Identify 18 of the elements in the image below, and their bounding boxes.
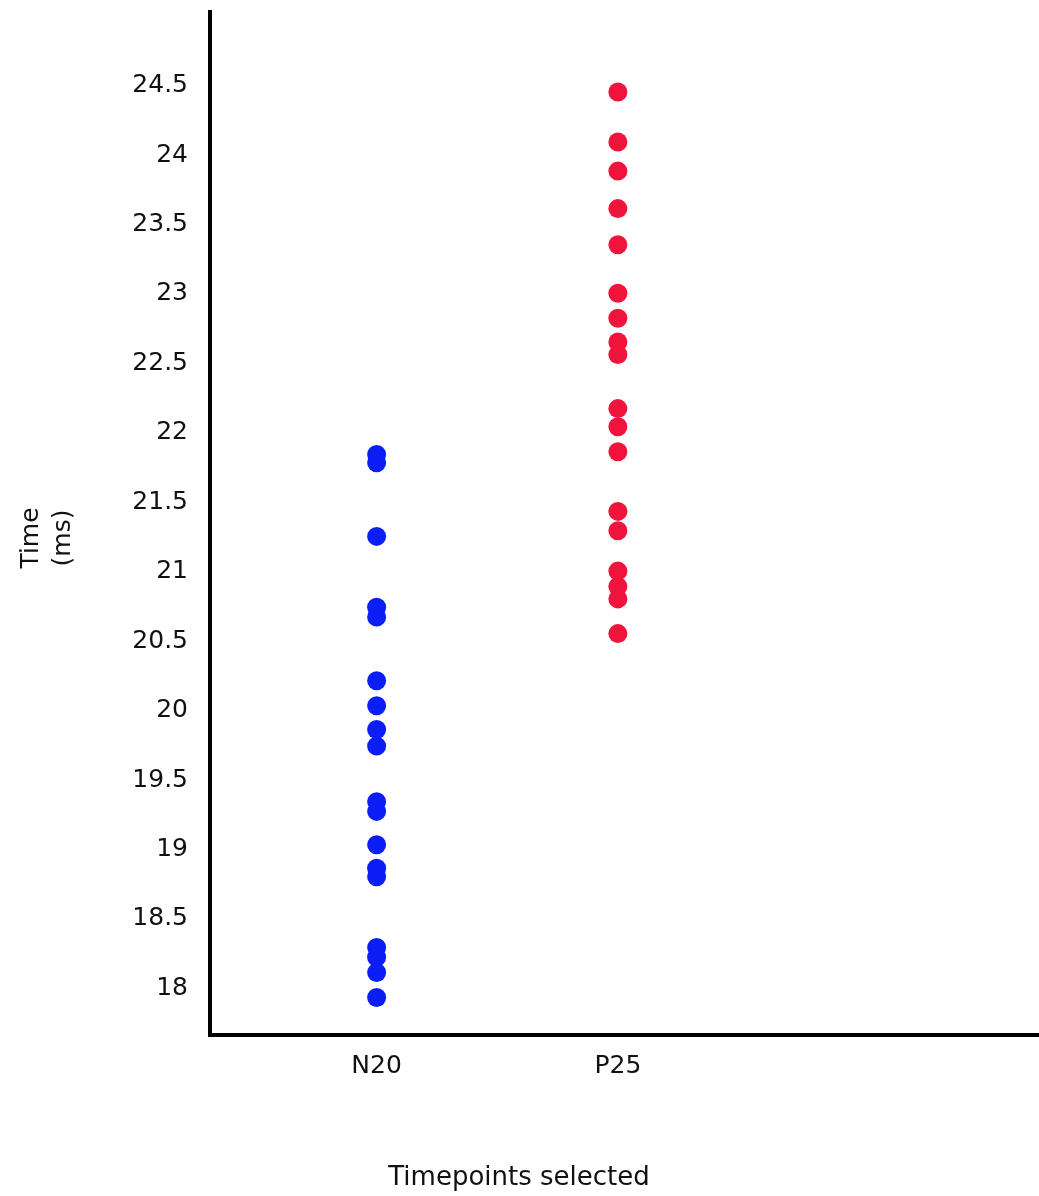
y-tick-label: 23 xyxy=(156,277,188,307)
y-tick-label: 18 xyxy=(156,971,188,1001)
y-tick-label: 22.5 xyxy=(132,346,188,376)
y-tick-label: 21 xyxy=(156,555,188,585)
y-axis-title: Time (ms) xyxy=(15,507,76,570)
y-tick-label: 19 xyxy=(156,833,188,862)
x-tick-label: P25 xyxy=(594,1049,642,1079)
x-tick-label: N20 xyxy=(351,1049,402,1079)
y-tick-label: 19.5 xyxy=(132,763,188,793)
y-tick-label: 18.5 xyxy=(132,902,188,932)
x-axis-title: Timepoints selected xyxy=(387,1161,650,1191)
y-tick-label: 22 xyxy=(156,416,188,446)
y-tick-label: 24.5 xyxy=(132,69,188,99)
y-tick-label: 24 xyxy=(156,138,188,168)
y-tick-label: 20 xyxy=(156,694,188,724)
y-tick-label: 21.5 xyxy=(132,485,188,515)
y-tick-label: 20.5 xyxy=(132,624,188,654)
y-tick-label: 23.5 xyxy=(132,208,188,237)
